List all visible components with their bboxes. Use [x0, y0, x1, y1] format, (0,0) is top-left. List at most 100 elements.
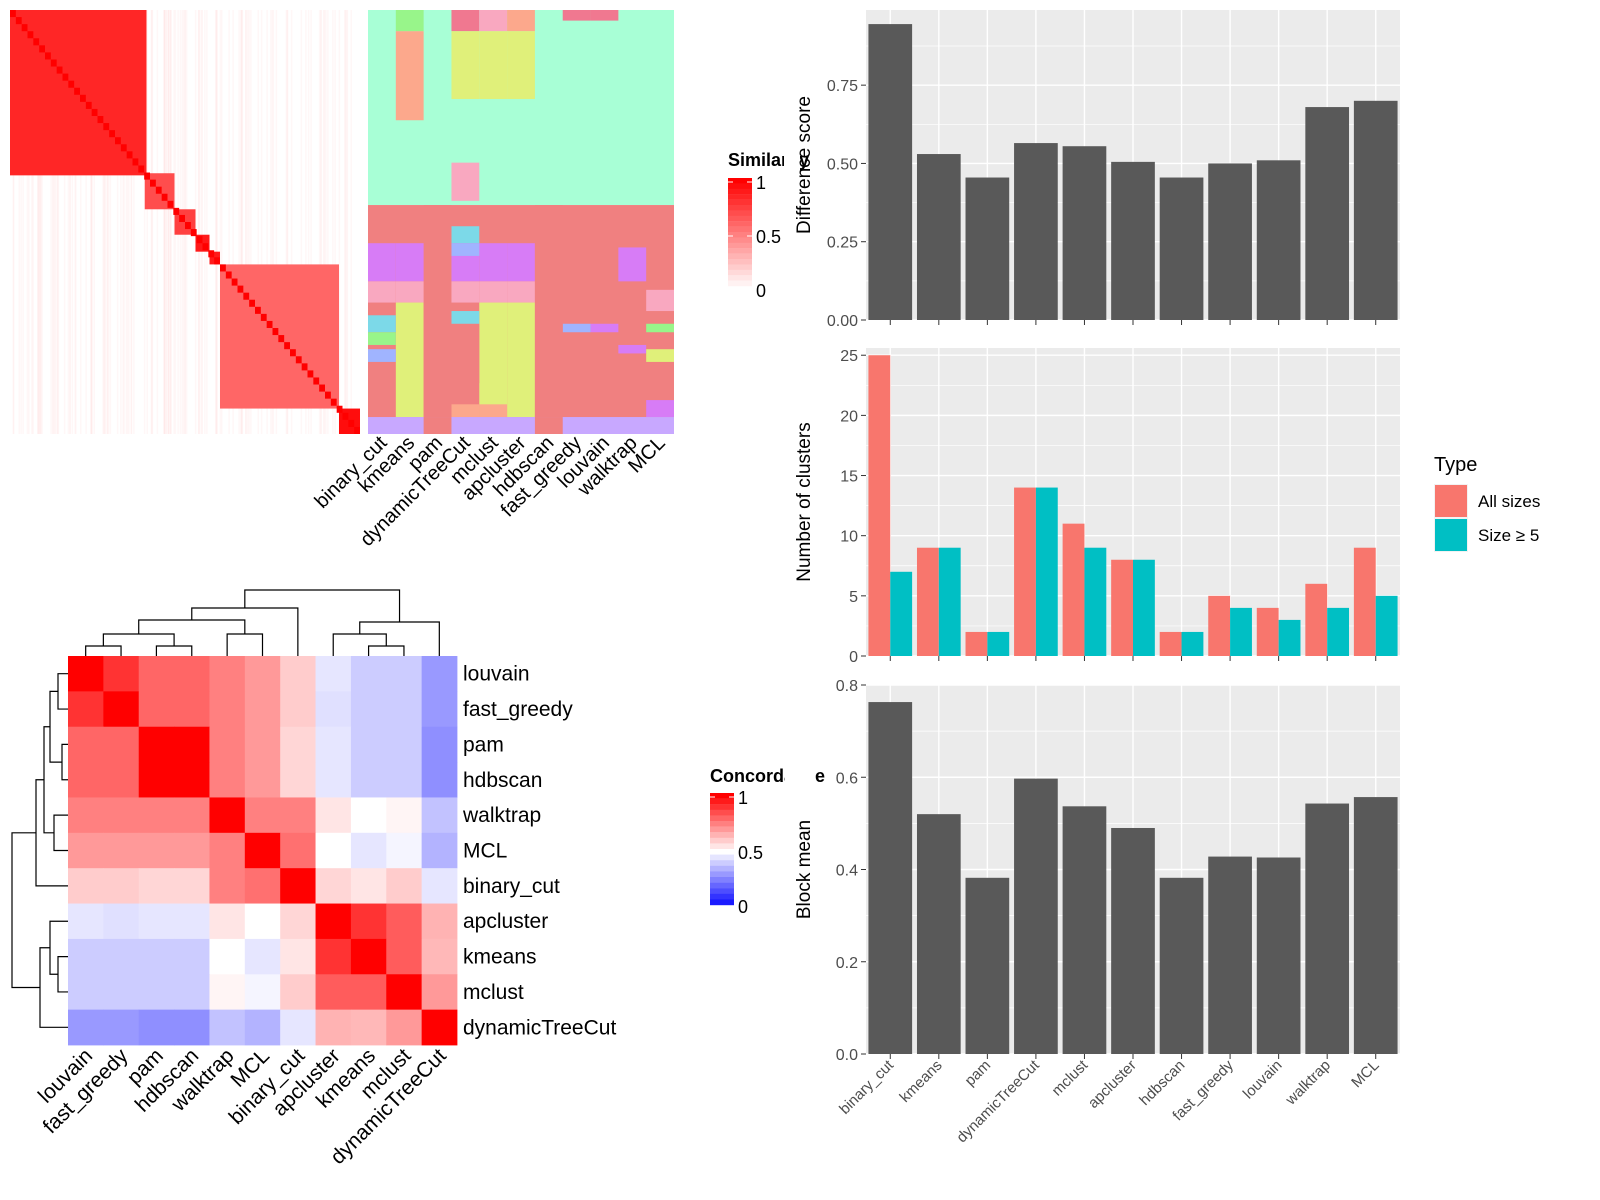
similarity-diagonal-cell [325, 391, 331, 399]
concordance-legend-swatch [710, 899, 734, 906]
similarity-noise-column [248, 10, 250, 434]
bar [1305, 107, 1350, 320]
similarity-diagonal-cell [109, 130, 115, 138]
concordance-cell [421, 938, 458, 975]
membership-patch [534, 417, 563, 434]
similarity-noise-column [130, 10, 132, 434]
similarity-noise-column [52, 10, 54, 434]
similarity-diagonal-cell [68, 80, 75, 88]
concordance-column-dendrogram [155, 645, 193, 656]
similarity-noise-column [28, 10, 30, 434]
similarity-noise-column [151, 10, 154, 434]
concordance-cell [138, 832, 175, 869]
similarity-legend-swatch [728, 264, 752, 270]
similarity-diagonal-cell [220, 264, 226, 272]
y-tick-label: 0.4 [836, 863, 858, 880]
similarity-noise-column [327, 10, 329, 434]
membership-patch [618, 247, 647, 282]
concordance-row-dendrogram [49, 690, 62, 763]
concordance-cell [174, 797, 210, 834]
similarity-diagonal-cell [342, 412, 349, 420]
similarity-diagonal-cell [45, 52, 51, 60]
concordance-cell [103, 1009, 140, 1046]
similarity-noise-column [54, 10, 56, 434]
concordance-cell [138, 762, 175, 798]
concordance-cell [386, 691, 423, 728]
y-tick-label: 25 [840, 348, 858, 365]
membership-patch [646, 349, 674, 362]
concordance-cell [350, 832, 387, 869]
concordance-cell [103, 868, 140, 904]
bar [868, 702, 913, 1054]
concordance-cell [315, 974, 352, 1011]
concordance-column-dendrogram [367, 645, 405, 656]
type-legend-title: Type [1434, 454, 1477, 476]
similarity-legend-swatch [728, 183, 752, 189]
concordance-cell [315, 726, 352, 763]
similarity-noise-column [334, 10, 336, 434]
similarity-diagonal-cell [161, 193, 168, 201]
concordance-legend-label: 0.5 [738, 843, 763, 863]
similarity-diagonal-cell [319, 384, 325, 392]
concordance-legend-swatch [710, 798, 734, 805]
concordance-cell [421, 726, 458, 763]
concordance-cell [68, 691, 104, 728]
concordance-cell [103, 938, 140, 975]
similarity-noise-column [163, 10, 165, 434]
similarity-noise-column [75, 10, 77, 434]
y-axis-title: Difference score [794, 96, 815, 234]
similarity-legend-swatch [728, 199, 752, 206]
concordance-legend-swatch [710, 837, 734, 844]
similarity-noise-column [163, 10, 166, 434]
membership-patch [368, 349, 396, 362]
y-tick-label: 15 [840, 469, 858, 486]
concordance-legend-swatch [710, 804, 734, 810]
similarity-diagonal-cell [103, 123, 110, 131]
concordance-legend-swatch [710, 815, 734, 822]
concordance-cell [68, 726, 104, 763]
similarity-legend-mask [784, 140, 800, 180]
concordance-row-dendrogram [43, 726, 54, 834]
similarity-noise-column [71, 10, 74, 434]
membership-patch [507, 243, 535, 282]
membership-patch [451, 311, 480, 324]
similarity-diagonal-cell [231, 278, 238, 286]
similarity-noise-column [13, 10, 15, 434]
similarity-noise-column [63, 10, 66, 434]
concordance-cell [386, 938, 423, 975]
similarity-diagonal-cell [33, 38, 40, 46]
bar [1375, 595, 1398, 656]
concordance-column-dendrogram [102, 633, 175, 646]
similarity-legend-swatch [728, 232, 752, 238]
similarity-noise-column [85, 10, 87, 434]
concordance-cell [280, 656, 316, 692]
bar [1062, 806, 1107, 1054]
bar [1181, 631, 1204, 656]
membership-patch [507, 31, 535, 100]
bar [868, 355, 891, 656]
similarity-noise-column [156, 10, 159, 434]
similarity-legend-swatch [728, 275, 752, 281]
concordance-cell [350, 691, 387, 728]
concordance-cell [174, 868, 210, 904]
similarity-noise-column [194, 10, 197, 434]
similarity-noise-column [286, 10, 289, 434]
bar [1111, 161, 1155, 320]
similarity-noise-column [272, 10, 275, 434]
similarity-noise-column [216, 10, 218, 434]
concordance-cell [350, 656, 387, 692]
x-tick-label: louvain [1240, 1057, 1286, 1103]
similarity-legend-swatch [728, 269, 752, 276]
concordance-column-dendrogram [244, 589, 401, 622]
similarity-noise-column [165, 10, 167, 434]
x-tick-label: kmeans [896, 1057, 945, 1106]
concordance-column-dendrogram [359, 621, 440, 656]
concordance-row-label: mclust [463, 981, 524, 1004]
concordance-cell [280, 938, 316, 975]
similarity-noise-column [106, 10, 109, 434]
similarity-noise-column [123, 10, 125, 434]
concordance-legend-label: 1 [738, 788, 748, 808]
similarity-noise-column [41, 10, 43, 434]
